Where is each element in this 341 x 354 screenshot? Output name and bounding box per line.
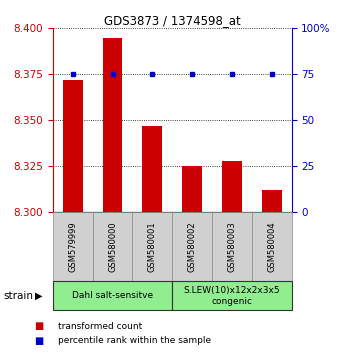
Text: transformed count: transformed count [58, 322, 142, 331]
Bar [262, 190, 282, 212]
Text: GSM580003: GSM580003 [227, 222, 236, 272]
Text: GSM580001: GSM580001 [148, 222, 157, 272]
Text: ■: ■ [34, 321, 43, 331]
Text: S.LEW(10)x12x2x3x5
congenic: S.LEW(10)x12x2x3x5 congenic [183, 286, 280, 306]
Bar [103, 38, 122, 212]
Text: ▶: ▶ [35, 291, 43, 301]
Bar [143, 126, 162, 212]
Text: strain: strain [3, 291, 33, 301]
Text: ■: ■ [34, 336, 43, 346]
Bar [222, 161, 242, 212]
Text: Dahl salt-sensitve: Dahl salt-sensitve [72, 291, 153, 301]
Text: GSM580000: GSM580000 [108, 222, 117, 272]
Text: GSM580004: GSM580004 [267, 222, 276, 272]
Bar [63, 80, 83, 212]
Text: percentile rank within the sample: percentile rank within the sample [58, 336, 211, 345]
Title: GDS3873 / 1374598_at: GDS3873 / 1374598_at [104, 14, 241, 27]
Text: GSM580002: GSM580002 [188, 222, 197, 272]
Bar [182, 166, 202, 212]
Text: GSM579999: GSM579999 [68, 222, 77, 272]
